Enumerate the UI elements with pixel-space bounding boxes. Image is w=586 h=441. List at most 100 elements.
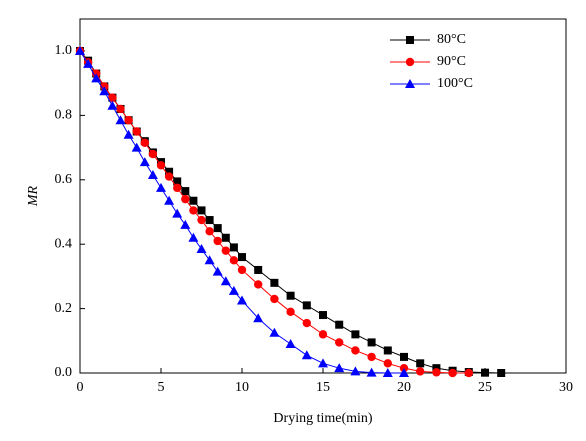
marker-square	[181, 187, 190, 196]
marker-triangle	[228, 285, 239, 295]
marker-circle	[189, 206, 198, 215]
marker-square	[302, 301, 311, 310]
marker-triangle	[405, 79, 415, 88]
legend-label: 90°C	[437, 54, 466, 69]
marker-triangle	[399, 368, 409, 377]
marker-circle	[108, 93, 117, 102]
marker-triangle	[253, 313, 264, 323]
marker-square	[335, 320, 344, 329]
marker-circle	[383, 359, 392, 368]
marker-square	[416, 359, 425, 368]
marker-circle	[116, 104, 125, 114]
x-tick-label: 10	[235, 380, 249, 395]
marker-square	[254, 265, 263, 274]
marker-square	[351, 330, 360, 339]
x-tick-label: 25	[478, 380, 492, 395]
marker-circle	[448, 368, 457, 378]
y-axis-label: MR	[26, 185, 41, 207]
marker-triangle	[196, 244, 207, 254]
marker-triangle	[318, 358, 328, 368]
marker-square	[173, 177, 182, 186]
x-axis-label: Drying time(min)	[273, 411, 372, 426]
marker-triangle	[188, 232, 199, 242]
marker-circle	[270, 294, 279, 304]
marker-square	[319, 311, 327, 320]
marker-circle	[405, 57, 415, 67]
legend-label: 80°C	[437, 32, 466, 47]
marker-triangle	[285, 339, 296, 349]
legend-label: 100°C	[437, 76, 473, 91]
marker-triangle	[131, 142, 142, 152]
marker-triangle	[123, 129, 134, 139]
marker-circle	[164, 172, 174, 181]
marker-circle	[132, 127, 141, 136]
x-tick-label: 5	[158, 380, 165, 395]
marker-circle	[213, 236, 222, 246]
marker-circle	[464, 368, 473, 378]
marker-square	[205, 216, 214, 225]
marker-triangle	[83, 58, 94, 68]
marker-circle	[318, 330, 328, 339]
marker-triangle	[107, 100, 118, 110]
marker-square	[481, 368, 489, 377]
marker-square	[270, 278, 279, 287]
marker-circle	[237, 265, 247, 275]
marker-triangle	[269, 327, 280, 337]
marker-triangle	[99, 86, 110, 96]
marker-circle	[416, 367, 425, 376]
x-tick-label: 0	[77, 380, 84, 395]
marker-circle	[302, 318, 311, 328]
marker-triangle	[91, 73, 102, 83]
marker-circle	[221, 246, 230, 255]
marker-triangle	[139, 157, 150, 167]
marker-triangle	[350, 366, 361, 376]
series-line	[79, 50, 469, 374]
y-tick-label: 0.8	[55, 108, 73, 123]
marker-circle	[173, 183, 182, 193]
marker-triangle	[115, 115, 126, 125]
x-tick-label: 30	[559, 380, 573, 395]
marker-square	[213, 224, 222, 233]
marker-circle	[432, 368, 441, 377]
marker-circle	[351, 346, 360, 355]
marker-square	[221, 233, 230, 242]
marker-circle	[124, 116, 133, 125]
marker-circle	[156, 161, 166, 170]
marker-triangle	[366, 367, 377, 377]
marker-triangle	[237, 295, 247, 305]
y-tick-label: 0.4	[55, 236, 73, 251]
x-tick-label: 20	[397, 380, 411, 395]
marker-triangle	[382, 368, 393, 377]
series-line	[79, 50, 404, 374]
marker-triangle	[172, 208, 183, 218]
y-tick-label: 0.2	[55, 301, 73, 316]
series-line	[79, 50, 502, 374]
marker-square	[197, 206, 206, 215]
marker-triangle	[164, 195, 175, 205]
marker-triangle	[180, 219, 191, 229]
plot-frame	[79, 18, 567, 374]
y-tick-label: 1.0	[55, 43, 73, 58]
marker-circle	[181, 194, 190, 204]
marker-square	[238, 253, 246, 262]
marker-triangle	[147, 169, 158, 179]
marker-circle	[335, 338, 344, 347]
marker-square	[189, 196, 198, 205]
marker-triangle	[156, 182, 166, 192]
marker-triangle	[220, 276, 231, 286]
y-tick-label: 0.6	[55, 172, 73, 187]
marker-square	[229, 243, 238, 252]
marker-triangle	[301, 350, 312, 360]
marker-triangle	[334, 363, 345, 373]
marker-square	[406, 36, 414, 44]
marker-circle	[286, 307, 295, 317]
x-tick-label: 15	[316, 380, 330, 395]
marker-triangle	[75, 46, 85, 55]
y-tick-label: 0.0	[55, 365, 73, 380]
marker-square	[165, 167, 174, 176]
marker-square	[400, 352, 408, 361]
marker-triangle	[204, 255, 215, 265]
marker-triangle	[212, 266, 223, 276]
marker-circle	[254, 280, 263, 289]
